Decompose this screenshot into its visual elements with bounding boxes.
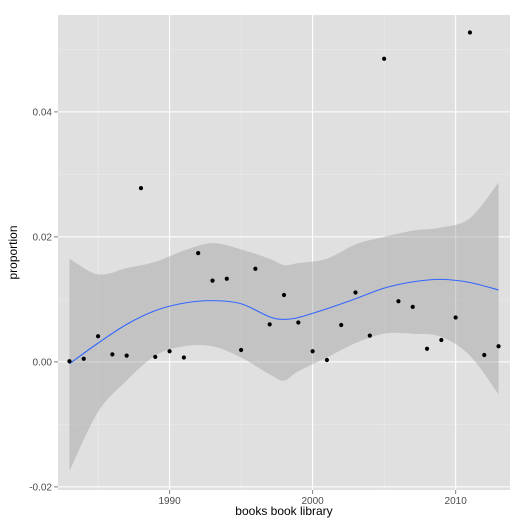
x-axis-title: books book library bbox=[235, 504, 332, 518]
y-tick-label: 0.02 bbox=[33, 232, 53, 243]
smooth-trend-line bbox=[69, 278, 499, 365]
data-point bbox=[167, 349, 172, 354]
data-point bbox=[267, 322, 272, 327]
data-point bbox=[467, 30, 473, 35]
x-tick-label: 2000 bbox=[301, 496, 324, 507]
data-point bbox=[296, 320, 301, 325]
data-point bbox=[353, 290, 358, 295]
data-point bbox=[81, 356, 86, 361]
y-tick-label: 0.04 bbox=[33, 107, 53, 118]
y-tick-label: -0.02 bbox=[29, 482, 52, 493]
data-point bbox=[453, 315, 458, 320]
major-gridlines bbox=[58, 15, 510, 490]
x-tick-label: 2010 bbox=[445, 496, 468, 507]
y-axis-title: proportion bbox=[6, 225, 20, 279]
data-point bbox=[95, 334, 101, 339]
x-axis-ticks: 1990 2000 2010 bbox=[158, 490, 467, 507]
data-point bbox=[210, 278, 215, 283]
data-point bbox=[496, 344, 501, 349]
y-axis-ticks: -0.02 0.00 0.02 0.04 bbox=[29, 107, 58, 493]
data-point bbox=[153, 354, 158, 359]
data-point bbox=[124, 353, 129, 358]
data-point bbox=[138, 186, 144, 191]
data-point bbox=[410, 304, 415, 309]
confidence-band bbox=[69, 182, 499, 472]
data-point bbox=[238, 347, 244, 353]
data-point bbox=[110, 352, 115, 357]
x-tick-label: 1990 bbox=[158, 496, 181, 507]
data-point bbox=[367, 333, 372, 338]
data-point bbox=[439, 337, 444, 343]
data-points bbox=[67, 30, 501, 364]
data-point bbox=[67, 359, 72, 364]
data-point bbox=[253, 266, 258, 271]
data-point bbox=[482, 352, 487, 358]
data-point bbox=[224, 276, 229, 281]
data-point bbox=[382, 56, 387, 61]
data-point bbox=[424, 346, 430, 351]
data-point bbox=[310, 349, 315, 354]
minor-gridlines bbox=[58, 15, 510, 490]
data-point bbox=[181, 355, 186, 360]
data-point bbox=[339, 322, 344, 328]
data-point bbox=[324, 357, 330, 363]
data-point bbox=[396, 299, 401, 304]
data-point bbox=[281, 292, 287, 298]
plot-panel bbox=[58, 15, 510, 490]
data-point bbox=[196, 251, 201, 256]
y-tick-label: 0.00 bbox=[33, 357, 53, 368]
